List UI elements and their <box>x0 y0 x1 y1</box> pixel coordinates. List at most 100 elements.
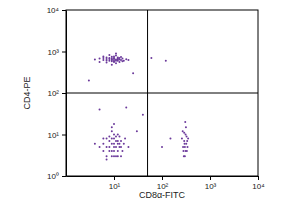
point <box>113 61 115 63</box>
point <box>113 134 115 136</box>
y-tick-mark <box>62 52 66 53</box>
point <box>136 130 138 132</box>
plot: 10¹ 10² 10³ 10⁴ 10⁰ 10¹ 10² 10³ 10⁴ <box>47 6 266 191</box>
x-tick-mark <box>210 176 211 180</box>
y-tick-label: 10¹ <box>47 131 59 140</box>
point <box>108 58 110 60</box>
x-tick-label: 10¹ <box>109 182 121 191</box>
point <box>102 138 104 140</box>
x-axis: 10¹ 10² 10³ 10⁴ <box>67 176 266 191</box>
point <box>111 138 113 140</box>
point <box>117 150 119 152</box>
y-tick-mark <box>62 176 66 177</box>
x-tick-label: 10³ <box>205 182 217 191</box>
point <box>123 143 125 145</box>
point <box>118 143 120 145</box>
point <box>113 138 115 140</box>
chart: 10¹10²10³10⁴10⁰10¹10²10³10⁴CD8α-FITCCD4-… <box>0 0 300 200</box>
point <box>181 138 183 140</box>
point <box>186 140 188 142</box>
point <box>99 61 101 63</box>
point <box>111 59 113 61</box>
point <box>106 62 108 64</box>
x-tick: 10³ <box>205 176 217 191</box>
point <box>113 123 115 125</box>
point <box>183 155 185 157</box>
point <box>108 54 110 56</box>
point <box>111 155 113 157</box>
plot-frame <box>66 10 258 176</box>
point <box>118 61 120 63</box>
point <box>113 55 115 57</box>
y-tick: 10¹ <box>47 131 66 140</box>
point <box>185 150 187 152</box>
point <box>182 146 184 148</box>
point <box>102 59 104 61</box>
point <box>111 57 113 59</box>
point <box>102 57 104 59</box>
point <box>125 58 127 60</box>
point <box>118 59 120 61</box>
point <box>121 150 123 152</box>
point <box>111 126 113 128</box>
point <box>106 155 108 157</box>
point <box>132 72 134 74</box>
point <box>115 62 117 64</box>
point <box>182 130 184 132</box>
point <box>117 155 119 157</box>
point <box>185 134 187 136</box>
point <box>124 138 126 140</box>
point <box>113 57 115 59</box>
point <box>113 155 115 157</box>
point <box>121 57 123 59</box>
point <box>106 146 108 148</box>
point <box>115 55 117 57</box>
point <box>117 60 119 62</box>
point <box>142 114 144 116</box>
y-axis-title: CD4-PE <box>22 76 32 109</box>
y-tick: 10³ <box>47 48 66 57</box>
x-tick: 10⁴ <box>252 176 265 191</box>
point <box>111 64 113 66</box>
point <box>106 56 108 58</box>
quadrant-line-horizontal <box>66 93 258 94</box>
point <box>94 143 96 145</box>
point <box>115 155 117 157</box>
data-area <box>66 10 258 176</box>
y-tick-label: 10³ <box>47 48 59 57</box>
point <box>99 109 101 111</box>
point <box>117 134 119 136</box>
point <box>102 143 104 145</box>
y-tick-label: 10⁰ <box>47 172 59 181</box>
point <box>127 59 129 61</box>
point <box>113 146 115 148</box>
point <box>115 52 117 54</box>
y-tick: 10⁴ <box>47 6 66 15</box>
point <box>186 135 188 137</box>
point <box>99 57 101 59</box>
point <box>120 56 122 58</box>
x-tick-mark <box>258 176 259 180</box>
y-tick-mark <box>62 135 66 136</box>
point <box>117 57 119 59</box>
point <box>184 121 186 123</box>
point <box>111 130 113 132</box>
x-tick: 10² <box>157 176 169 191</box>
point <box>94 59 96 61</box>
point <box>169 138 171 140</box>
x-tick-mark <box>162 176 163 180</box>
point <box>99 146 101 148</box>
point <box>120 146 122 148</box>
point <box>120 140 122 142</box>
point <box>108 146 110 148</box>
x-tick-label: 10⁴ <box>252 182 265 191</box>
point <box>106 138 108 140</box>
point <box>184 146 186 148</box>
point <box>108 150 110 152</box>
point <box>102 150 104 152</box>
y-axis: 10⁰10¹10²10³10⁴ <box>47 6 67 181</box>
point <box>115 60 117 62</box>
y-tick-mark <box>62 93 66 94</box>
point <box>150 57 152 59</box>
point <box>187 138 189 140</box>
